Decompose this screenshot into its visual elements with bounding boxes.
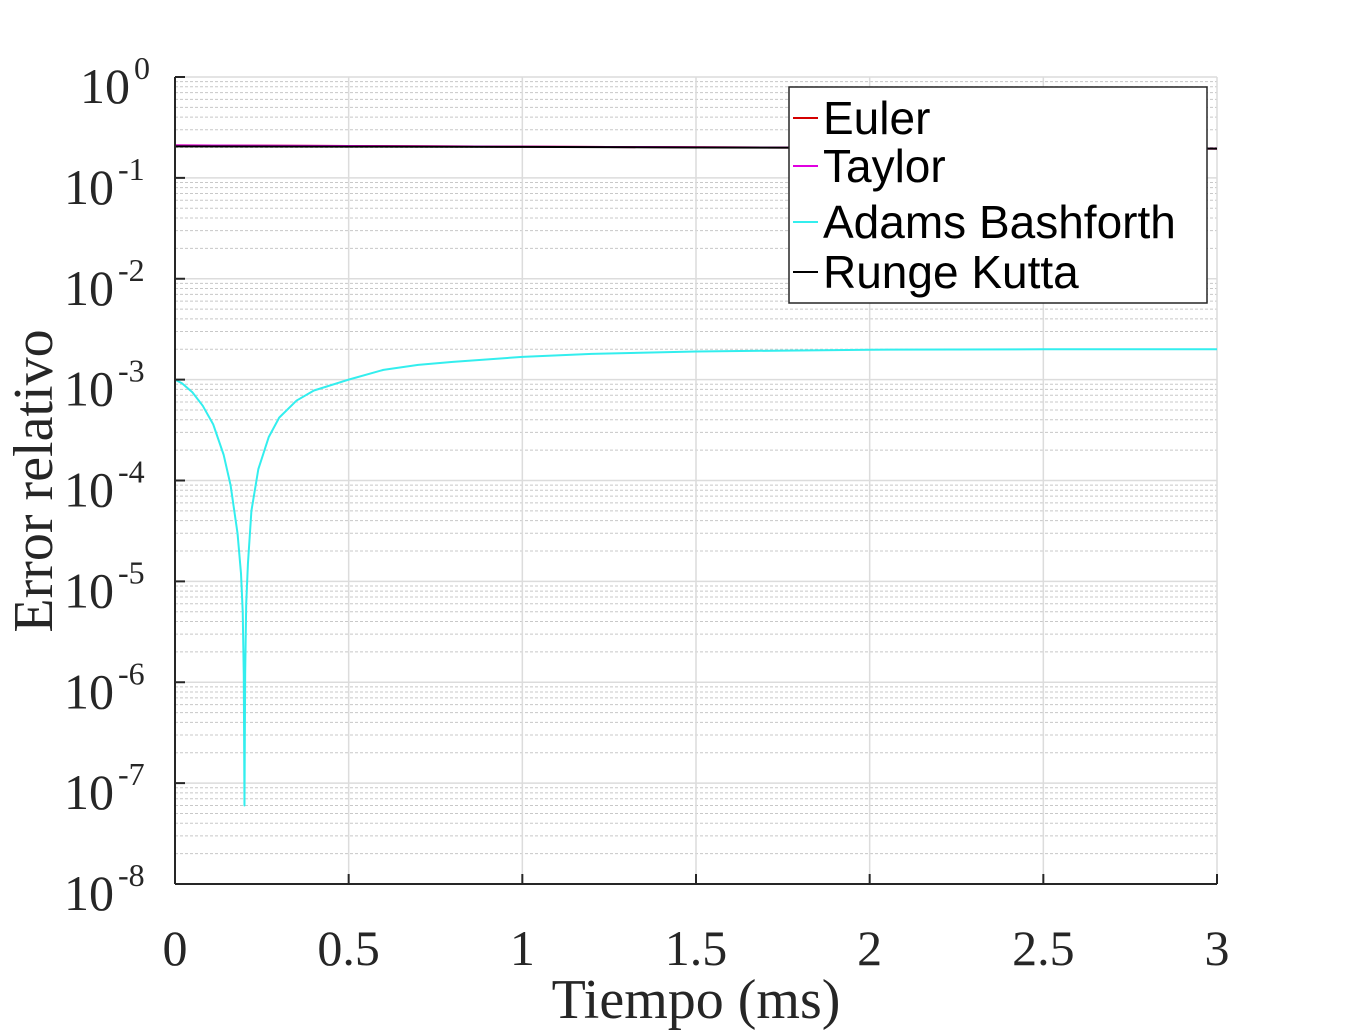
y-tick-label-exponent: -8 bbox=[118, 857, 145, 893]
legend-label: Adams Bashforth bbox=[823, 196, 1176, 248]
y-tick-label: 10 -7 bbox=[64, 756, 145, 820]
x-tick-label: 1 bbox=[510, 920, 535, 976]
y-tick-label-exponent: -4 bbox=[118, 454, 145, 490]
y-tick-label-base: 10 bbox=[64, 159, 114, 215]
y-axis-label: Error relativo bbox=[3, 329, 65, 632]
legend-label: Taylor bbox=[823, 140, 946, 192]
y-tick-label-base: 10 bbox=[80, 58, 130, 114]
axes bbox=[174, 76, 1218, 885]
x-tick-label: 2 bbox=[857, 920, 882, 976]
y-tick-label-exponent: -2 bbox=[118, 252, 145, 288]
y-tick-label-base: 10 bbox=[64, 361, 114, 417]
x-tick-label: 1.5 bbox=[665, 920, 728, 976]
x-tick-label: 0.5 bbox=[317, 920, 380, 976]
y-tick-label-base: 10 bbox=[64, 764, 114, 820]
x-tick-label: 0 bbox=[163, 920, 188, 976]
y-tick-label: 10 -6 bbox=[64, 655, 145, 719]
y-tick-label: 10 0 bbox=[80, 50, 150, 114]
y-tick-label: 10 -4 bbox=[64, 454, 145, 518]
y-tick-label: 10 -5 bbox=[64, 554, 145, 618]
legend-label: Runge Kutta bbox=[823, 246, 1079, 298]
y-tick-label-exponent: -7 bbox=[118, 756, 145, 792]
legend-label: Euler bbox=[823, 92, 930, 144]
x-tick-labels: 0 0.5 1 1.5 2 2.5 3 bbox=[163, 920, 1230, 976]
y-tick-label: 10 -3 bbox=[64, 353, 145, 417]
y-tick-label-base: 10 bbox=[64, 663, 114, 719]
x-tick-label: 3 bbox=[1205, 920, 1230, 976]
series-line-adams-bashforth bbox=[174, 348, 1217, 807]
legend-box bbox=[788, 86, 1208, 304]
y-tick-label: 10 -8 bbox=[64, 857, 145, 921]
x-axis-label: Tiempo (ms) bbox=[552, 969, 841, 1030]
y-tick-label: 10 -2 bbox=[64, 252, 145, 316]
y-tick-label-exponent: -6 bbox=[118, 655, 145, 691]
y-tick-label-exponent: -3 bbox=[118, 353, 145, 389]
y-tick-label-base: 10 bbox=[64, 865, 114, 921]
y-tick-label-base: 10 bbox=[64, 260, 114, 316]
y-tick-label: 10 -1 bbox=[64, 151, 145, 215]
y-tick-label-exponent: 0 bbox=[134, 50, 150, 86]
y-tick-label-exponent: -1 bbox=[118, 151, 145, 187]
x-tick-label: 2.5 bbox=[1012, 920, 1075, 976]
y-tick-label-base: 10 bbox=[64, 562, 114, 618]
y-tick-label-base: 10 bbox=[64, 462, 114, 518]
y-tick-label-exponent: -5 bbox=[118, 554, 145, 590]
